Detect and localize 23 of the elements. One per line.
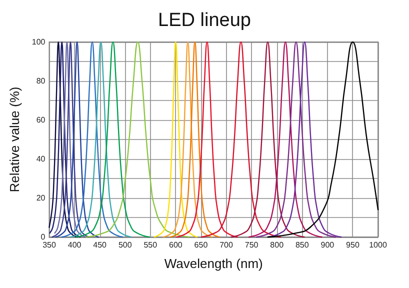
chart-title: LED lineup [158, 10, 251, 31]
y-tick-label: 100 [32, 38, 46, 46]
y-tick-label: 40 [36, 154, 46, 164]
y-tick-label: 0 [40, 232, 46, 242]
x-tick-label: 350 [42, 240, 56, 250]
x-axis-title: Wavelength (nm) [164, 256, 263, 271]
x-tick-label: 500 [118, 240, 132, 250]
x-tick-label: 600 [169, 240, 183, 250]
y-tick-label: 80 [36, 76, 46, 86]
x-tick-label: 650 [194, 240, 208, 250]
y-axis-title: Relative value (%) [7, 86, 22, 192]
y-tick-label: 60 [36, 116, 46, 124]
x-tick-label: 550 [144, 240, 158, 250]
x-tick-label: 1000 [369, 240, 388, 250]
x-tick-label: 950 [346, 240, 360, 250]
x-tick-label: 850 [295, 240, 310, 250]
x-tick-label: 400 [68, 240, 82, 250]
y-tick-label: 20 [36, 194, 46, 202]
x-tick-label: 900 [320, 240, 335, 250]
x-tick-label: 800 [270, 240, 284, 250]
x-tick-label: 450 [93, 240, 108, 250]
x-tick-label: 750 [244, 240, 259, 250]
x-tick-label: 700 [220, 240, 234, 250]
